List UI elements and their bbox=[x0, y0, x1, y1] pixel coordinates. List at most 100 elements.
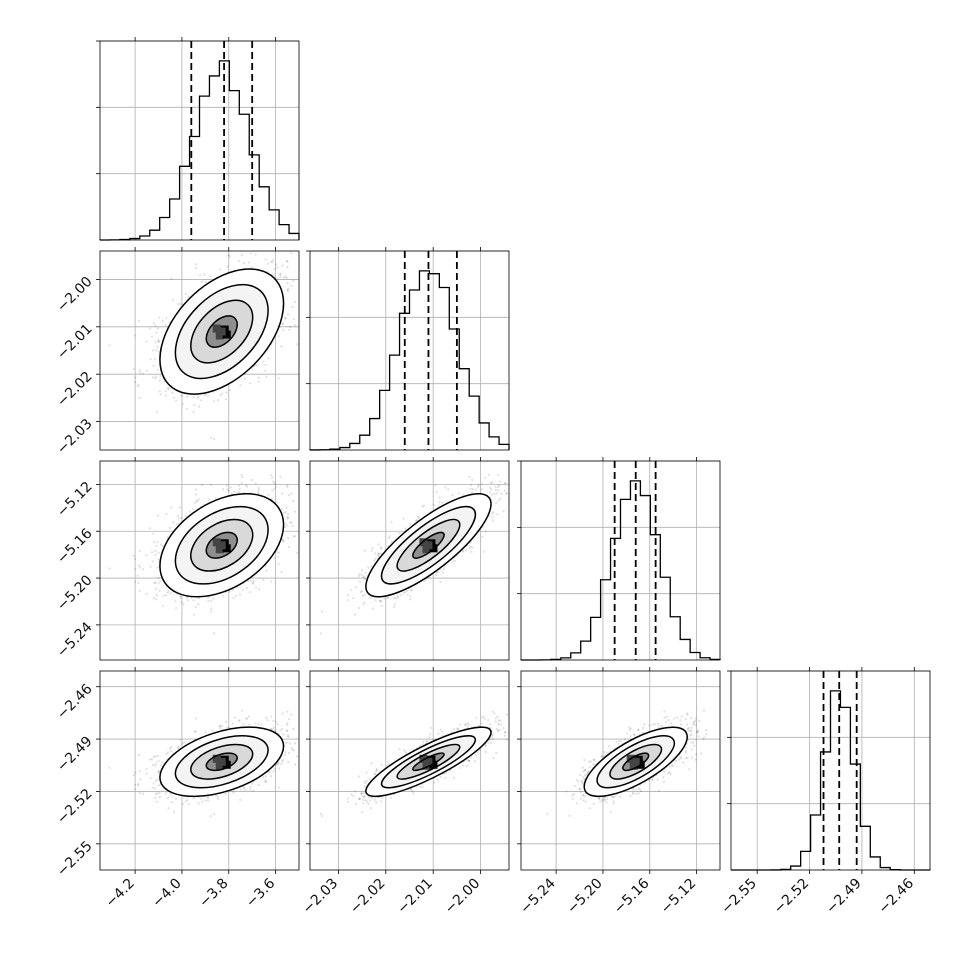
sample-point bbox=[207, 596, 210, 599]
sample-point bbox=[237, 259, 241, 263]
sample-point bbox=[291, 305, 294, 309]
sample-point bbox=[222, 488, 225, 491]
sample-point bbox=[158, 589, 161, 592]
sample-point bbox=[151, 532, 155, 535]
sample-point bbox=[134, 376, 137, 379]
sample-point bbox=[286, 288, 289, 291]
sample-point bbox=[249, 579, 252, 582]
sample-point bbox=[282, 328, 285, 331]
sample-point bbox=[179, 302, 182, 305]
sample-point bbox=[241, 589, 244, 592]
sample-point bbox=[242, 262, 246, 265]
sample-point bbox=[257, 376, 261, 379]
histogram-panel-2 bbox=[517, 457, 721, 661]
sample-point bbox=[283, 525, 287, 529]
sample-point bbox=[284, 510, 287, 514]
sample-point bbox=[279, 273, 282, 276]
contour-line bbox=[159, 493, 285, 598]
sample-point bbox=[219, 394, 222, 397]
sample-point bbox=[186, 395, 189, 398]
sample-point bbox=[151, 376, 154, 379]
sample-point bbox=[156, 327, 160, 330]
sample-point bbox=[159, 393, 163, 396]
sample-point bbox=[241, 241, 243, 243]
sample-point bbox=[177, 517, 180, 520]
sample-point bbox=[495, 501, 498, 505]
sample-point bbox=[277, 334, 280, 338]
sample-point bbox=[288, 545, 291, 549]
sample-point bbox=[406, 593, 409, 596]
sample-point bbox=[480, 488, 484, 491]
sample-point bbox=[180, 394, 183, 397]
sample-point bbox=[212, 400, 216, 403]
sample-point bbox=[257, 486, 260, 489]
sample-point bbox=[281, 492, 284, 495]
sample-point bbox=[483, 550, 486, 553]
sample-point bbox=[363, 578, 366, 581]
sample-point bbox=[282, 511, 286, 514]
sample-point bbox=[441, 501, 444, 504]
sample-point bbox=[152, 364, 155, 368]
sample-point bbox=[282, 539, 285, 542]
sample-point bbox=[154, 341, 157, 344]
sample-point bbox=[225, 484, 229, 487]
histogram-step-line bbox=[731, 690, 930, 871]
sample-point bbox=[286, 282, 289, 285]
sample-point bbox=[300, 305, 302, 307]
sample-point bbox=[293, 510, 297, 513]
sample-point bbox=[251, 266, 254, 269]
sample-point bbox=[272, 258, 275, 261]
sample-point bbox=[286, 266, 289, 269]
sample-point bbox=[210, 610, 213, 613]
sample-point bbox=[284, 316, 287, 319]
sample-point bbox=[264, 369, 267, 372]
density-core-pixel bbox=[222, 544, 231, 553]
sample-point bbox=[280, 507, 284, 510]
sample-point bbox=[150, 335, 154, 338]
sample-point bbox=[225, 391, 228, 394]
sample-point bbox=[300, 267, 302, 269]
sample-point bbox=[273, 487, 276, 490]
sample-point bbox=[196, 397, 199, 400]
sample-point bbox=[377, 543, 380, 546]
sample-point bbox=[286, 524, 289, 527]
sample-point bbox=[197, 602, 200, 606]
sample-point bbox=[497, 499, 501, 502]
density-core-pixel bbox=[217, 327, 226, 336]
panel-frame bbox=[730, 670, 931, 871]
sample-point bbox=[163, 380, 166, 383]
sample-point bbox=[517, 476, 519, 478]
sample-point bbox=[243, 376, 247, 380]
sample-point bbox=[228, 590, 231, 593]
sample-point bbox=[290, 521, 293, 524]
sample-point bbox=[280, 570, 283, 574]
sample-point bbox=[151, 349, 155, 352]
sample-point bbox=[165, 512, 168, 516]
scatter-panel-2-1 bbox=[306, 457, 519, 661]
density-core-pixel bbox=[212, 538, 221, 547]
panel-frame bbox=[99, 250, 300, 451]
sample-point bbox=[290, 284, 293, 288]
sample-point bbox=[156, 368, 159, 371]
sample-point bbox=[286, 485, 289, 489]
sample-point bbox=[270, 260, 273, 263]
sample-point bbox=[132, 367, 135, 371]
sample-point bbox=[415, 519, 418, 522]
panel-content bbox=[310, 461, 519, 660]
sample-point bbox=[209, 599, 213, 602]
sample-point bbox=[155, 544, 158, 548]
sample-point bbox=[226, 488, 229, 491]
sample-point bbox=[154, 553, 157, 556]
sample-point bbox=[252, 580, 255, 583]
sample-point bbox=[161, 319, 164, 322]
sample-point bbox=[293, 535, 297, 538]
sample-point bbox=[132, 554, 135, 557]
sample-point bbox=[374, 552, 377, 555]
sample-point bbox=[287, 287, 290, 290]
sample-point bbox=[238, 247, 240, 249]
sample-point bbox=[300, 493, 302, 495]
sample-point bbox=[154, 598, 158, 601]
panel-frame bbox=[309, 250, 510, 451]
sample-point bbox=[300, 518, 302, 520]
